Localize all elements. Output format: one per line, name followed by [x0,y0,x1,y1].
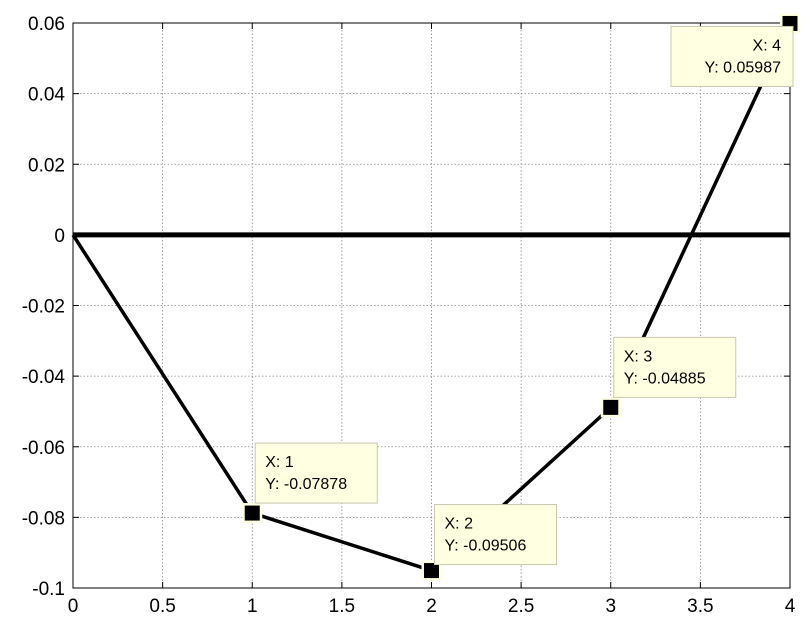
x-tick-label: 4 [785,596,796,617]
x-tick-labels: 0 0.5 1 1.5 2 2.5 3 3.5 4 [68,596,796,617]
x-tick-label: 1.5 [329,596,355,617]
y-tick-label: -0.1 [32,579,65,600]
x-tick-label: 3 [605,596,616,617]
data-marker [424,563,439,579]
y-tick-label: -0.06 [22,438,65,459]
data-tip-box [434,504,557,566]
data-tip-x-text: X: 3 [624,348,653,365]
x-tick-label: 1 [247,596,258,617]
x-tick-label: 3.5 [687,596,713,617]
data-tip: X: 1 Y: -0.07878 [254,442,378,504]
y-tick-label: -0.08 [22,508,65,529]
data-marker [244,505,260,521]
y-tick-label: 0.04 [28,85,65,106]
y-tick-label: 0.02 [28,155,65,176]
data-marker [603,399,619,415]
y-tick-label: -0.04 [22,367,66,388]
x-tick-label: 2.5 [508,596,534,617]
data-tip-y-text: Y: -0.04885 [624,370,706,387]
data-tip: X: 3 Y: -0.04885 [613,336,737,398]
data-tip: X: 2 Y: -0.09506 [434,504,557,566]
data-tips: X: 1 Y: -0.07878 X: 2 Y: -0.09506 X: 3 Y: -0.… [254,25,794,566]
data-tip-box [613,336,737,398]
y-tick-label: 0.06 [28,14,65,35]
data-tip-y-text: Y: 0.05987 [704,59,781,76]
data-tip-y-text: Y: -0.09506 [445,538,527,555]
x-tick-label: 2 [426,596,437,617]
data-tip-x-text: X: 2 [445,516,474,533]
y-tick-label: 0 [54,226,65,247]
data-tip-box [670,25,794,87]
data-tip-box [254,442,378,504]
data-tip-x-text: X: 4 [753,37,782,54]
x-tick-label: 0.5 [149,596,175,617]
data-tip: X: 4 Y: 0.05987 [670,25,794,87]
y-tick-label: -0.02 [22,297,65,318]
x-tick-label: 0 [68,596,79,617]
data-tip-x-text: X: 1 [265,454,294,471]
data-tip-y-text: Y: -0.07878 [265,476,347,493]
y-tick-labels: -0.1 -0.08 -0.06 -0.04 -0.02 0 0.02 0.04 0.06 [22,14,66,600]
